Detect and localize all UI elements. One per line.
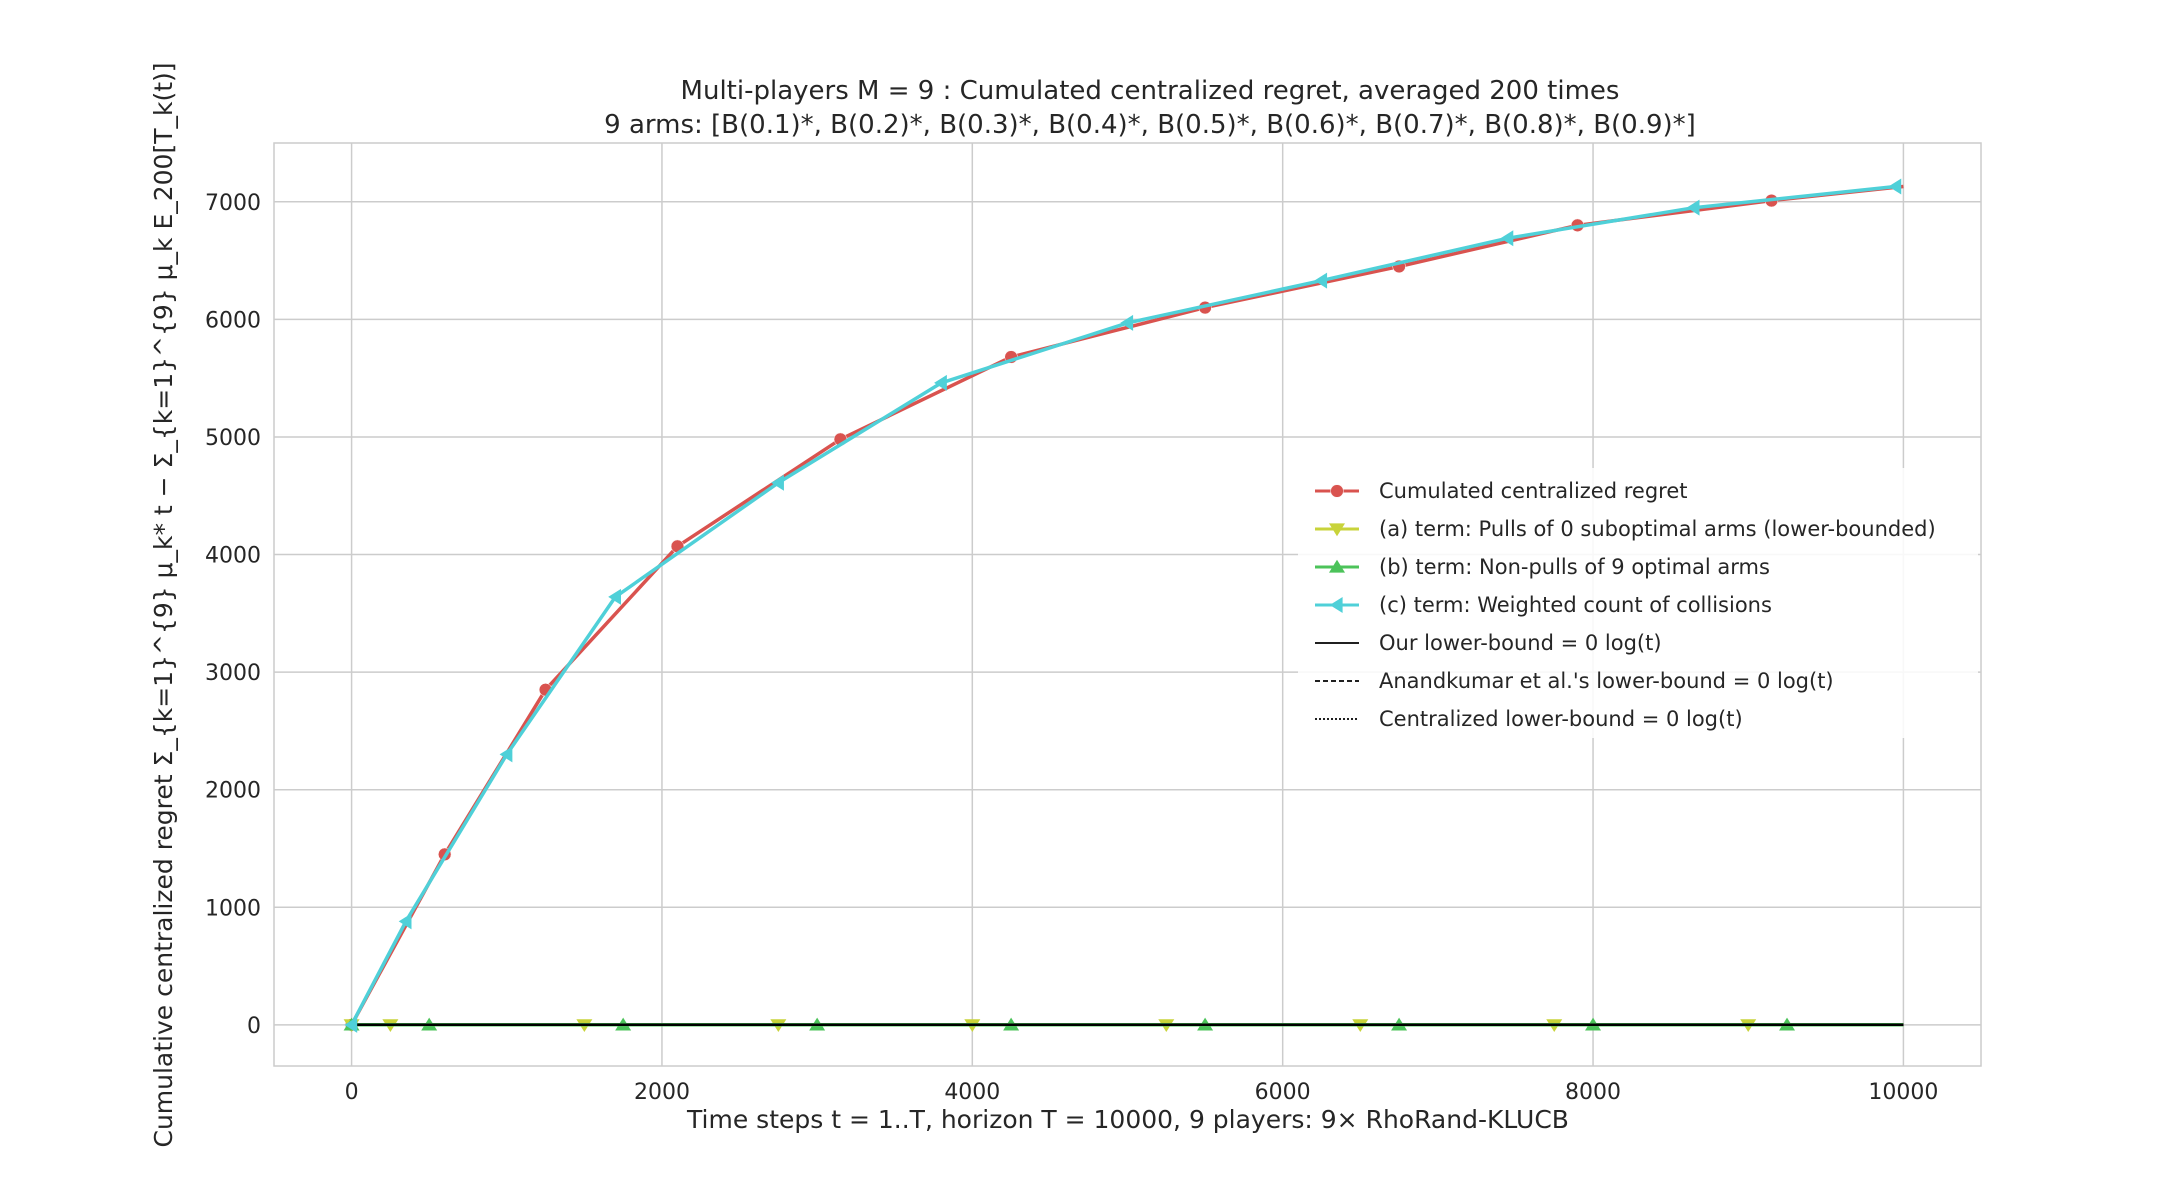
legend-marker [1329,597,1343,613]
data-point [1888,178,1902,195]
series-layer [343,178,1904,1033]
legend-marker [1330,484,1344,498]
data-point [1120,314,1134,331]
x-tick-label: 4000 [944,1080,1000,1105]
legend-entry: (a) term: Pulls of 0 suboptimal arms (lo… [1379,517,1936,541]
data-point [398,913,412,930]
legend-box [1298,468,1978,738]
legend-entry: (c) term: Weighted count of collisions [1379,593,1772,617]
x-tick-label: 6000 [1255,1080,1311,1105]
data-point [608,588,621,605]
legend-entry: Anandkumar et al.'s lower-bound = 0 log(… [1379,669,1834,693]
y-tick-label: 6000 [205,308,261,333]
legend-marker [1329,523,1345,537]
data-point [934,374,947,391]
legend: Cumulated centralized regret (a) term: Pu… [1298,468,1978,738]
data-point [771,474,784,491]
legend-entry: Our lower-bound = 0 log(t) [1379,631,1662,655]
legend-entry: (b) term: Non-pulls of 9 optimal arms [1379,555,1770,579]
data-point [344,1016,358,1033]
legend-entry: Cumulated centralized regret [1379,479,1687,503]
x-axis-label: Time steps t = 1..T, horizon T = 10000, … [686,1105,1569,1134]
data-point [499,746,513,763]
series-3 [344,178,1902,1033]
y-tick-label: 7000 [205,191,261,216]
legend-entry: Centralized lower-bound = 0 log(t) [1379,707,1743,731]
x-tick-label: 8000 [1565,1080,1621,1105]
y-tick-label: 0 [247,1014,261,1039]
y-tick-labels: 0 1000 2000 3000 4000 5000 6000 7000 [205,191,261,1039]
data-point [1314,272,1328,289]
chart-title: Multi-players M = 9 : Cumulated centrali… [681,76,1620,106]
y-axis-label: Cumulative centralized regret Σ_{k=1}^{9… [149,62,178,1147]
y-tick-label: 3000 [205,661,261,686]
y-tick-label: 5000 [205,426,261,451]
x-tick-label: 2000 [634,1080,690,1105]
x-tick-label: 10000 [1868,1080,1938,1105]
y-tick-label: 4000 [205,544,261,569]
data-point [1500,230,1514,247]
x-tick-labels: 0 2000 4000 6000 8000 10000 [345,1080,1939,1105]
legend-marker [1329,559,1345,573]
y-tick-label: 2000 [205,779,261,804]
x-tick-label: 0 [345,1080,359,1105]
chart-subtitle: 9 arms: [B(0.1)*, B(0.2)*, B(0.3)*, B(0.… [604,110,1696,140]
data-point [1686,199,1700,216]
y-tick-label: 1000 [205,896,261,921]
